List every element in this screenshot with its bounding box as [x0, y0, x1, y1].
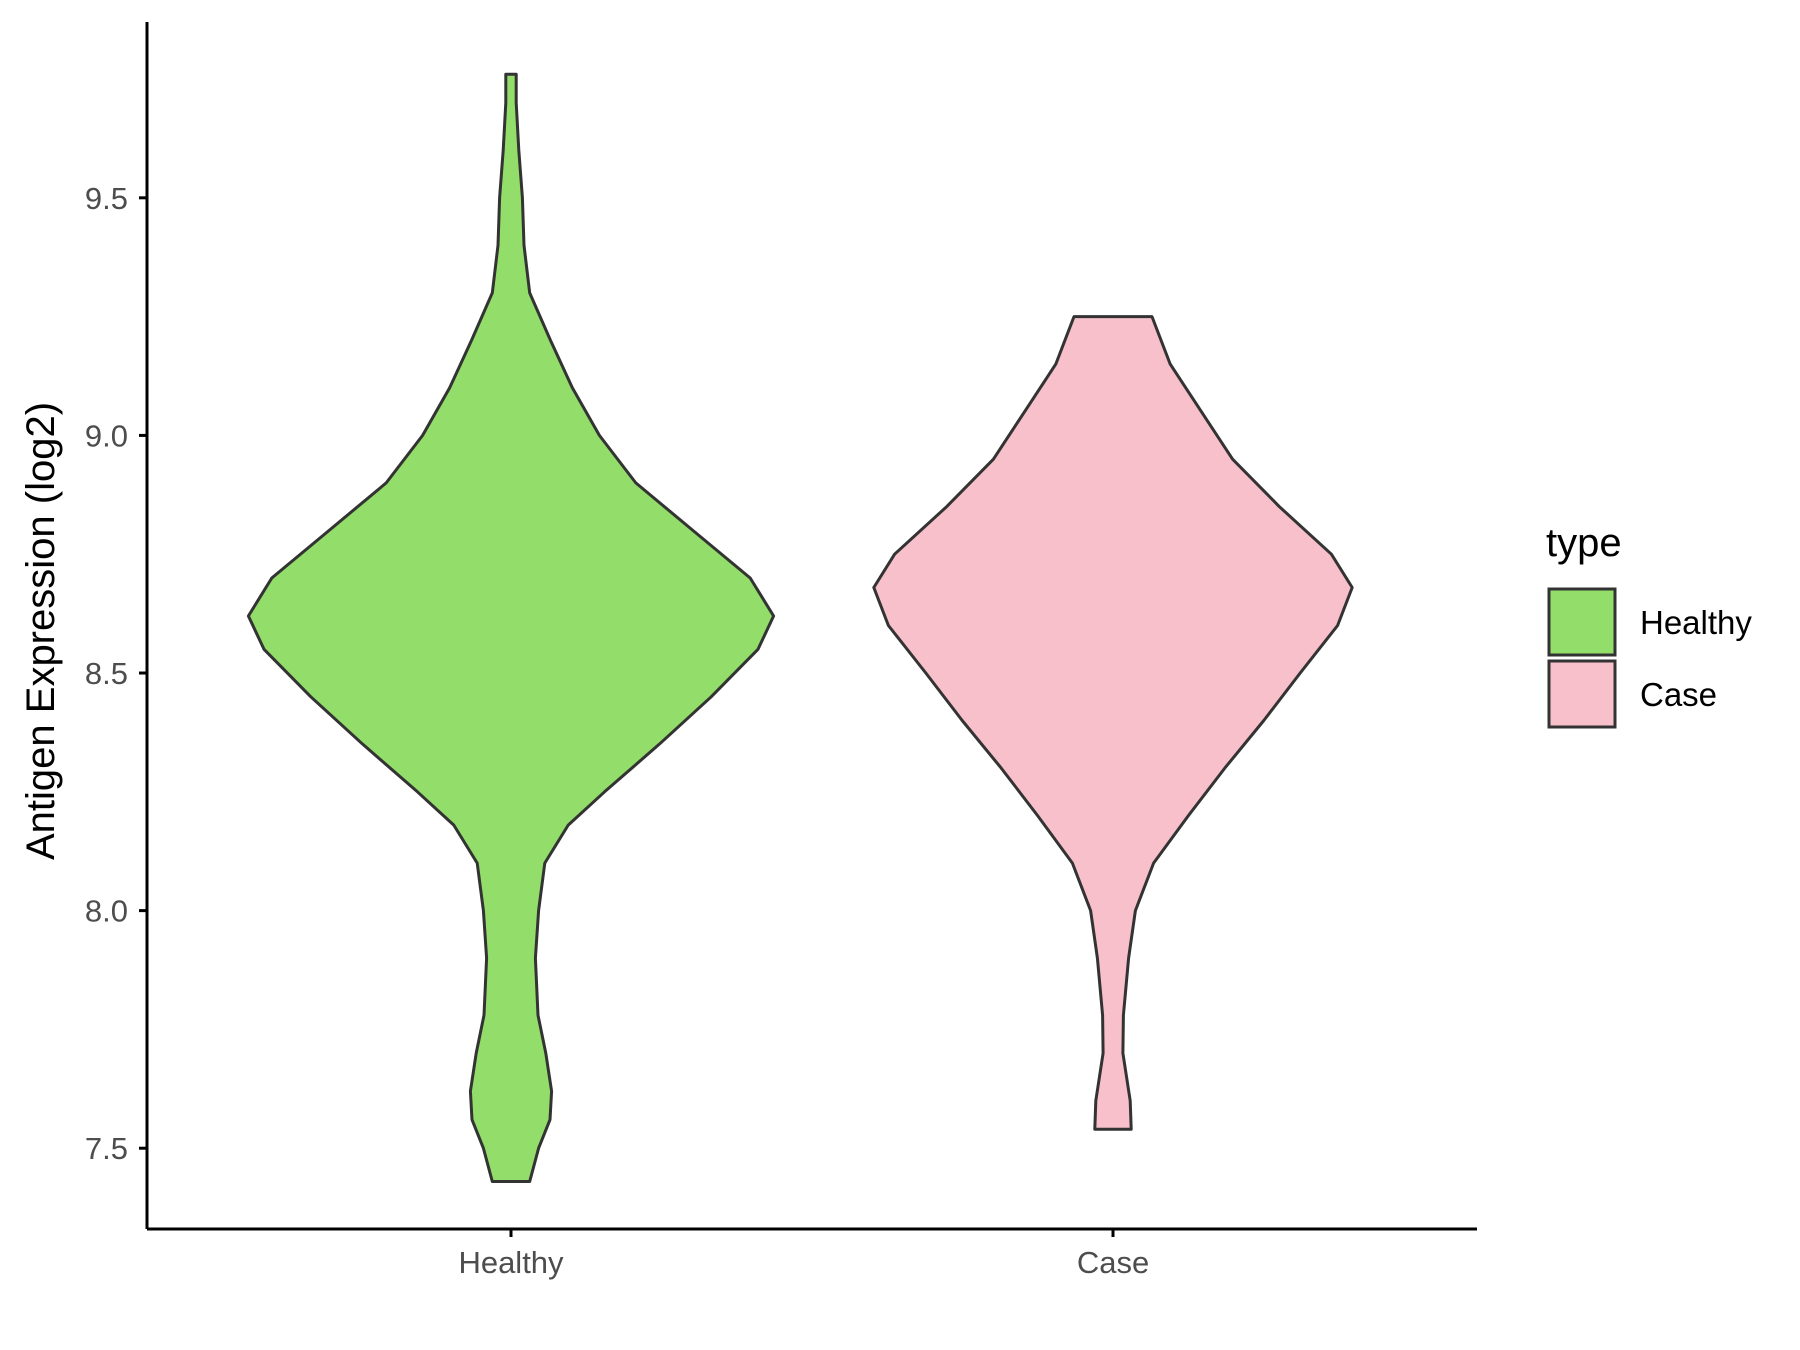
violin-healthy	[246, 72, 776, 1183]
y-axis-title: Antigen Expression (log2)	[19, 402, 63, 860]
violins-layer	[246, 72, 1354, 1183]
legend-label-case: Case	[1640, 676, 1717, 713]
y-tick-label: 7.5	[85, 1131, 128, 1166]
legend-swatch-case	[1547, 659, 1617, 729]
legend-swatch-healthy	[1547, 587, 1617, 657]
legend-title: type	[1546, 521, 1622, 565]
x-ticks: Healthy Case	[458, 1229, 1149, 1280]
y-tick-label: 8.5	[85, 656, 128, 691]
x-tick-label-case: Case	[1077, 1245, 1149, 1280]
x-tick-label-healthy: Healthy	[458, 1245, 564, 1280]
violin-case	[872, 315, 1354, 1131]
y-ticks: 7.5 8.0 8.5 9.0 9.5	[85, 181, 147, 1166]
legend-label-healthy: Healthy	[1640, 604, 1752, 641]
y-tick-label: 9.5	[85, 181, 128, 216]
y-tick-label: 9.0	[85, 418, 128, 453]
y-tick-label: 8.0	[85, 894, 128, 929]
